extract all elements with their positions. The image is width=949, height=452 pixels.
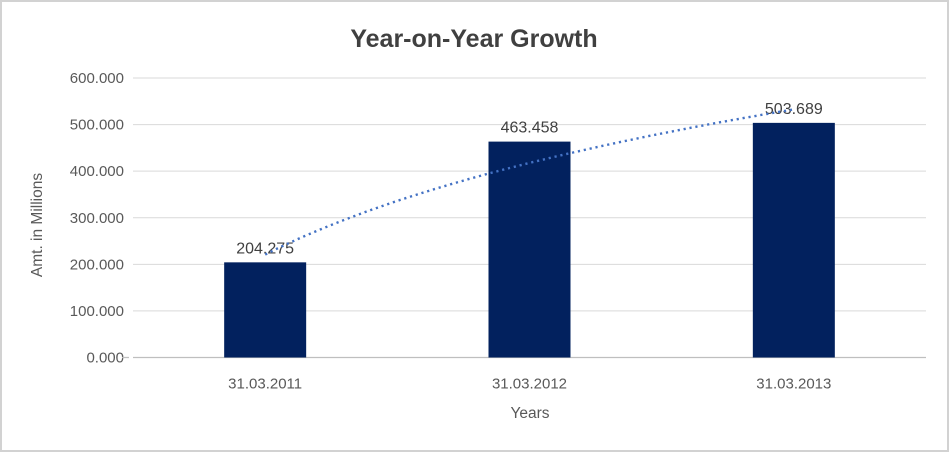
- x-tick-label: 31.03.2013: [756, 376, 831, 393]
- bar: [488, 141, 571, 358]
- y-tick-label: 300.000: [70, 210, 124, 227]
- trendline: [264, 108, 794, 256]
- labels-group: 204.275 31.03.2011 463.458 31.03.2012 503.68…: [228, 101, 831, 393]
- x-tick-label: 31.03.2012: [492, 376, 567, 393]
- data-label: 204.275: [236, 240, 294, 257]
- trendline-group: [264, 108, 794, 256]
- y-tick-label: 600.000: [70, 70, 124, 87]
- y-tick-label: 200.000: [70, 256, 124, 273]
- bars-group: [224, 122, 835, 358]
- chart-title: Year-on-Year Growth: [350, 25, 597, 53]
- x-axis-title: Years: [510, 405, 549, 422]
- x-tick-label: 31.03.2011: [228, 376, 302, 393]
- y-axis-title: Amt. in Millions: [29, 173, 46, 277]
- y-tick-label: 400.000: [70, 163, 124, 180]
- bar: [752, 122, 835, 358]
- y-tick-label: 100.000: [70, 303, 124, 320]
- bar: [224, 262, 307, 358]
- y-tick-label: 500.000: [70, 117, 124, 134]
- y-tick-label: 0.000: [86, 350, 124, 367]
- data-label: 463.458: [501, 120, 559, 137]
- data-label: 503.689: [765, 101, 823, 118]
